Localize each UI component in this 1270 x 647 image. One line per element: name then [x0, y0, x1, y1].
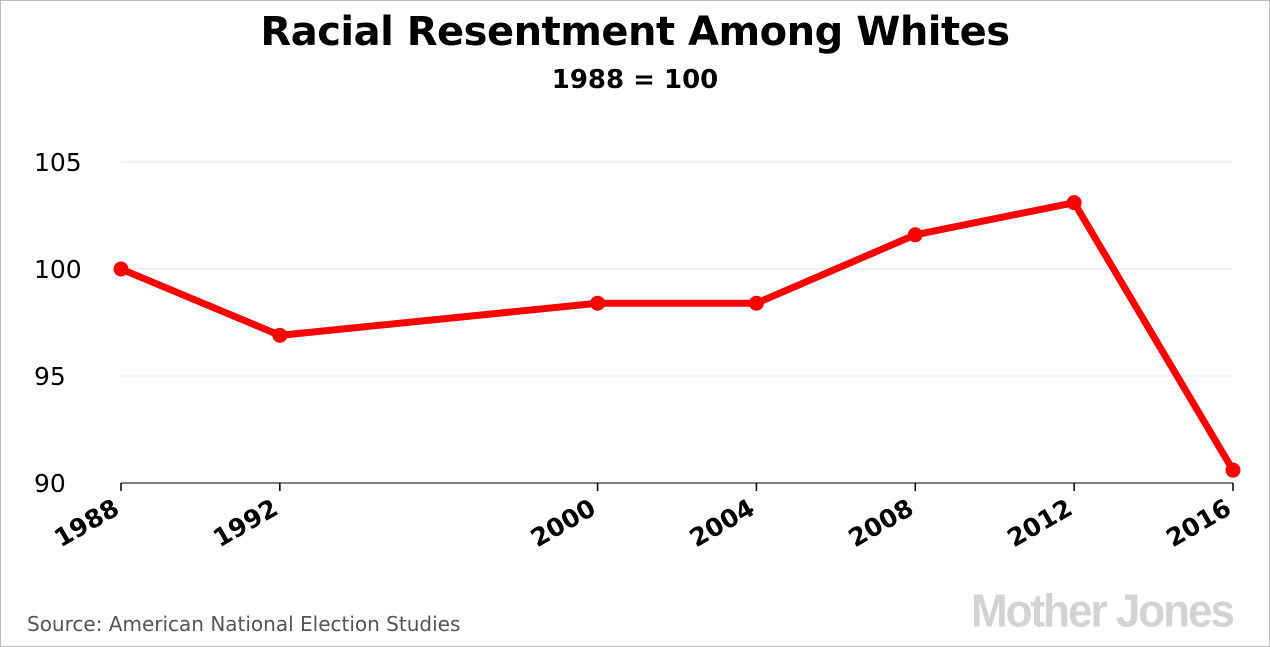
- data-point-2000: [590, 295, 606, 311]
- x-tick-label-2016: 2016: [1161, 493, 1236, 553]
- chart-subtitle: 1988 = 100: [551, 65, 719, 95]
- y-tick-label-105: 105: [34, 148, 82, 177]
- x-tick-label-2008: 2008: [844, 493, 919, 553]
- x-tick-label-1992: 1992: [208, 493, 283, 553]
- series-line: [117, 199, 1237, 474]
- brand-logo: Mother Jones: [970, 585, 1235, 638]
- data-point-1992: [272, 327, 288, 343]
- series: [113, 195, 1241, 478]
- data-point-2004: [748, 295, 764, 311]
- data-point-2008: [907, 227, 923, 243]
- data-point-2012: [1066, 195, 1082, 211]
- y-tick-label-90: 90: [34, 469, 66, 498]
- data-point-2016: [1225, 462, 1241, 478]
- x-tick-label-2004: 2004: [685, 493, 760, 553]
- x-tick-label-2000: 2000: [526, 493, 601, 553]
- gridlines: [121, 161, 1233, 377]
- y-tick-label-95: 95: [34, 362, 66, 391]
- x-tick-label-2012: 2012: [1002, 493, 1077, 553]
- chart-title: Racial Resentment Among Whites: [260, 9, 1010, 55]
- y-tick-label-100: 100: [34, 255, 82, 284]
- source-note: Source: American National Election Studi…: [27, 612, 461, 636]
- data-point-1988: [113, 261, 129, 277]
- x-tick-label-1988: 1988: [49, 493, 124, 553]
